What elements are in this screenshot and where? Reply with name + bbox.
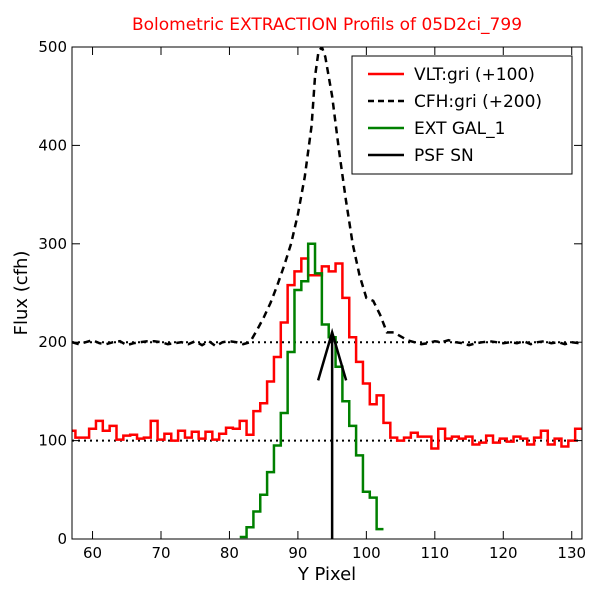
series-cfh-gri-200- bbox=[72, 47, 579, 348]
legend-label: CFH:gri (+200) bbox=[414, 92, 542, 112]
y-tick-label: 300 bbox=[38, 235, 67, 253]
y-tick-label: 500 bbox=[38, 38, 67, 56]
legend-label: VLT:gri (+100) bbox=[414, 65, 535, 85]
legend-label: PSF SN bbox=[414, 146, 474, 166]
y-tick-label: 0 bbox=[57, 530, 67, 548]
legend-label: EXT GAL_1 bbox=[414, 119, 505, 139]
y-tick-label: 400 bbox=[38, 136, 67, 154]
plot-area bbox=[72, 47, 582, 539]
legend: VLT:gri (+100) CFH:gri (+200) EXT GAL_1 PSF… bbox=[351, 55, 573, 175]
series-ext-gal-1 bbox=[239, 242, 384, 539]
x-tick-label: 70 bbox=[151, 544, 170, 562]
x-tick-label: 130 bbox=[557, 544, 586, 562]
plot-frame bbox=[71, 46, 583, 540]
chart-title: Bolometric EXTRACTION Profils of 05D2ci_… bbox=[132, 15, 522, 35]
x-tick-label: 120 bbox=[489, 544, 518, 562]
x-tick-label: 110 bbox=[420, 544, 449, 562]
series-psf-sn bbox=[316, 327, 348, 539]
series-vlt-gri-100- bbox=[72, 257, 582, 450]
x-tick-label: 80 bbox=[220, 544, 239, 562]
x-tick-label: 60 bbox=[83, 544, 102, 562]
y-tick-label: 200 bbox=[38, 333, 67, 351]
y-axis-label: Flux (cfh) bbox=[11, 251, 32, 336]
x-tick-label: 100 bbox=[352, 544, 381, 562]
x-tick-label: 90 bbox=[288, 544, 307, 562]
x-axis-label: Y Pixel bbox=[297, 564, 356, 585]
y-tick-label: 100 bbox=[38, 432, 67, 450]
axis-ticks: 60 70 80 90 100 110 120 130 0 100 200 300 400 500 bbox=[38, 38, 586, 562]
